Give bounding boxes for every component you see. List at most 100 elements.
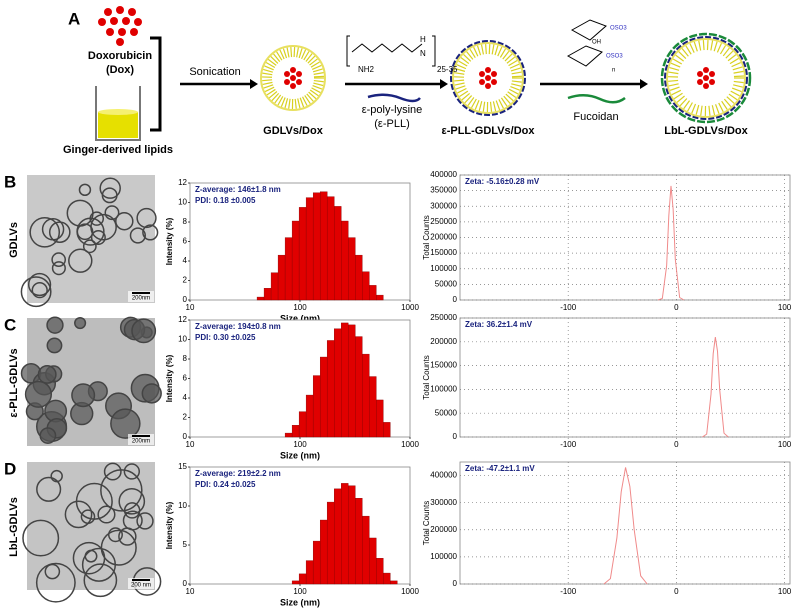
panel-letter: B	[4, 172, 16, 191]
lipid	[277, 96, 284, 106]
dox	[290, 75, 296, 81]
y-tick-label: 400000	[430, 471, 457, 480]
x-tick-label: 1000	[401, 440, 419, 449]
lipid	[286, 47, 290, 58]
lipid	[262, 79, 273, 82]
lipid	[274, 94, 282, 104]
vesicle-particle	[129, 227, 146, 244]
dox	[485, 75, 491, 81]
dox	[703, 75, 709, 81]
scale-box	[128, 434, 154, 445]
chem-label: OSO3	[610, 26, 627, 32]
x-tick-label: 0	[674, 303, 679, 312]
lipid	[729, 57, 739, 65]
vesicle-particle	[29, 217, 61, 248]
dox	[709, 71, 715, 77]
bar	[369, 376, 377, 438]
bar	[312, 375, 321, 438]
bar	[298, 207, 307, 301]
vesicle-particle	[82, 239, 97, 254]
zeta-curve	[702, 336, 729, 438]
arrowhead	[440, 79, 448, 89]
dox-label: Doxorubicin	[88, 50, 152, 62]
vesicle-particle	[123, 502, 141, 519]
lipid	[670, 62, 681, 68]
lipid	[715, 104, 720, 114]
bar	[284, 237, 293, 301]
bar	[376, 558, 384, 585]
dox	[485, 67, 491, 73]
vesicle-particle	[81, 547, 117, 582]
vesicle-particle	[142, 224, 159, 241]
lipid	[732, 66, 743, 71]
bar	[369, 285, 377, 301]
dox	[296, 79, 302, 85]
x-tick-label: 10	[186, 587, 195, 596]
lipid	[454, 72, 465, 75]
y-axis-label: Total Counts	[422, 215, 431, 259]
y-tick-label: 100000	[430, 552, 457, 561]
dox	[709, 79, 715, 85]
scale-label: 200 nm	[131, 583, 151, 589]
chart: 0 2 4 6 8 10 12 10 100 1000 Size (nm) Intensity (%)…	[165, 315, 419, 460]
vesicle-particle	[99, 177, 121, 199]
sample-label: LbL-GDLVs	[8, 497, 20, 557]
bar	[334, 206, 342, 301]
vesicle-particle	[72, 541, 106, 575]
dox	[697, 79, 703, 85]
fucoidan-layer	[660, 32, 752, 124]
dox	[284, 71, 290, 77]
vesicle-particle	[31, 282, 48, 299]
pll-layer	[664, 36, 748, 120]
lipid	[507, 91, 517, 98]
lipid	[457, 87, 467, 94]
bar	[291, 580, 300, 585]
lipid	[290, 47, 293, 58]
lipid	[297, 98, 301, 109]
sample-label: GDLVs	[8, 222, 20, 258]
y-tick-label: 150000	[430, 248, 457, 257]
step-label: Sonication	[189, 66, 240, 78]
x-axis-label: Size (nm)	[280, 597, 320, 607]
y-tick-label: 200000	[430, 233, 457, 242]
lipid	[492, 101, 497, 112]
bar	[326, 501, 335, 585]
lipid	[461, 92, 471, 101]
chart: 0 50000 100000 150000 200000 250000 -100 0 100 To…	[422, 313, 792, 449]
dox	[290, 83, 296, 89]
vesicle-particle	[136, 207, 157, 229]
vesicle-particle	[50, 469, 63, 483]
lipid	[454, 79, 465, 82]
lipid	[693, 41, 698, 52]
lipid	[309, 89, 319, 97]
lipid	[500, 97, 508, 107]
pll-structure	[351, 43, 423, 53]
lipid	[491, 44, 495, 55]
lipid	[672, 58, 683, 65]
bar	[305, 197, 314, 301]
bar	[298, 573, 307, 585]
annotation: Z-average: 219±2.2 nm	[195, 469, 281, 478]
lipid	[685, 45, 692, 55]
fucoidan-label: Fucoidan	[573, 111, 618, 123]
bar	[362, 353, 370, 438]
vesicle-particle	[46, 337, 63, 354]
vesicle-particle	[44, 563, 61, 580]
lipid	[733, 70, 744, 74]
lipid	[455, 85, 466, 90]
lipid	[293, 47, 296, 58]
lipid	[460, 57, 470, 65]
dox-dots	[98, 6, 142, 46]
lipid	[264, 86, 275, 93]
chem-label: NH2	[358, 65, 375, 74]
fucoidan-chain	[567, 94, 626, 104]
chem-label: OSO3	[606, 54, 623, 60]
lipid	[718, 102, 724, 113]
lipid	[268, 91, 278, 99]
bar	[326, 340, 335, 438]
vesicle-particle	[20, 276, 52, 308]
y-tick-label: 10	[178, 335, 187, 344]
y-tick-label: 400000	[430, 170, 457, 179]
y-axis-label: Intensity (%)	[165, 501, 174, 549]
lipid	[689, 43, 695, 53]
